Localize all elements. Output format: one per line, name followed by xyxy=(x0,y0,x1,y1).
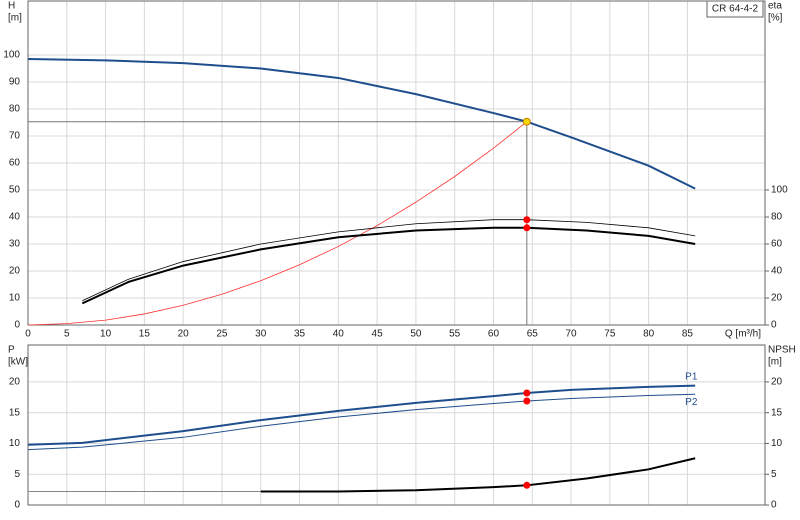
y-tick-label: 20 xyxy=(9,377,21,388)
chart-title: CR 64-4-2 xyxy=(712,4,759,15)
x-tick-label: 60 xyxy=(488,329,500,340)
curve xyxy=(260,457,696,493)
y2-tick-label: 0 xyxy=(771,500,777,511)
y-tick-label: 0 xyxy=(14,320,20,331)
y2-tick-label: 40 xyxy=(771,266,783,277)
curve xyxy=(27,384,696,446)
operating-point xyxy=(523,397,531,405)
operating-point xyxy=(522,117,531,126)
curve xyxy=(27,393,696,451)
curve xyxy=(27,121,528,326)
y2-tick-label: 80 xyxy=(771,212,783,223)
y2-axis-unit: [%] xyxy=(768,13,783,24)
y2-axis-label: eta xyxy=(768,1,782,12)
x-tick-label: 0 xyxy=(25,329,31,340)
y2-tick-label: 100 xyxy=(771,185,788,196)
y-axis-label: P xyxy=(8,345,15,356)
operating-point xyxy=(523,216,531,224)
y2-tick-label: 20 xyxy=(771,293,783,304)
x-tick-label: 65 xyxy=(527,329,539,340)
operating-point xyxy=(523,224,531,232)
x-tick-label: 55 xyxy=(449,329,461,340)
x-tick-label: 80 xyxy=(643,329,655,340)
x-tick-label: 45 xyxy=(372,329,384,340)
x-tick-label: 50 xyxy=(410,329,422,340)
y-axis-unit: [kW] xyxy=(8,357,28,368)
y2-tick-label: 5 xyxy=(771,469,777,480)
y-tick-label: 70 xyxy=(9,131,21,142)
y-tick-label: 0 xyxy=(14,500,20,511)
y-tick-label: 40 xyxy=(9,212,21,223)
series-label: P2 xyxy=(685,397,698,408)
y2-tick-label: 60 xyxy=(771,239,783,250)
plot-frame xyxy=(27,0,766,326)
curve xyxy=(81,226,696,305)
x-tick-label: 10 xyxy=(100,329,112,340)
series-label: P1 xyxy=(685,371,698,382)
y2-tick-label: 15 xyxy=(771,407,783,418)
y-tick-label: 50 xyxy=(9,185,21,196)
y-tick-label: 90 xyxy=(9,77,21,88)
y2-axis-label: NPSH xyxy=(768,345,796,356)
y-tick-label: 60 xyxy=(9,158,21,169)
y-tick-label: 10 xyxy=(9,438,21,449)
x-tick-label: 5 xyxy=(64,329,70,340)
x-tick-label: 20 xyxy=(178,329,190,340)
y-axis-label: H xyxy=(8,1,15,12)
curve xyxy=(27,58,696,190)
y-tick-label: 20 xyxy=(9,266,21,277)
y-tick-label: 10 xyxy=(9,293,21,304)
x-tick-label: 85 xyxy=(682,329,694,340)
x-tick-label: 40 xyxy=(333,329,345,340)
y-tick-label: 100 xyxy=(3,50,20,61)
curve xyxy=(82,219,696,302)
x-tick-label: 75 xyxy=(604,329,616,340)
x-tick-label: 70 xyxy=(565,329,577,340)
y-tick-label: 30 xyxy=(9,239,21,250)
y2-axis-unit: [m] xyxy=(768,357,782,368)
title-box xyxy=(706,0,764,18)
operating-point xyxy=(523,389,531,397)
y-tick-label: 80 xyxy=(9,104,21,115)
x-tick-label: 35 xyxy=(294,329,306,340)
y2-tick-label: 0 xyxy=(771,320,777,331)
plot-frame xyxy=(27,344,766,506)
x-axis-label: Q [m³/h] xyxy=(725,329,761,340)
x-tick-label: 30 xyxy=(255,329,267,340)
y-axis-unit: [m] xyxy=(8,13,22,24)
operating-point xyxy=(523,481,531,489)
y-tick-label: 5 xyxy=(14,469,20,480)
y2-tick-label: 10 xyxy=(771,438,783,449)
y2-tick-label: 20 xyxy=(771,377,783,388)
x-tick-label: 15 xyxy=(139,329,151,340)
y-tick-label: 15 xyxy=(9,407,21,418)
x-tick-label: 25 xyxy=(216,329,228,340)
